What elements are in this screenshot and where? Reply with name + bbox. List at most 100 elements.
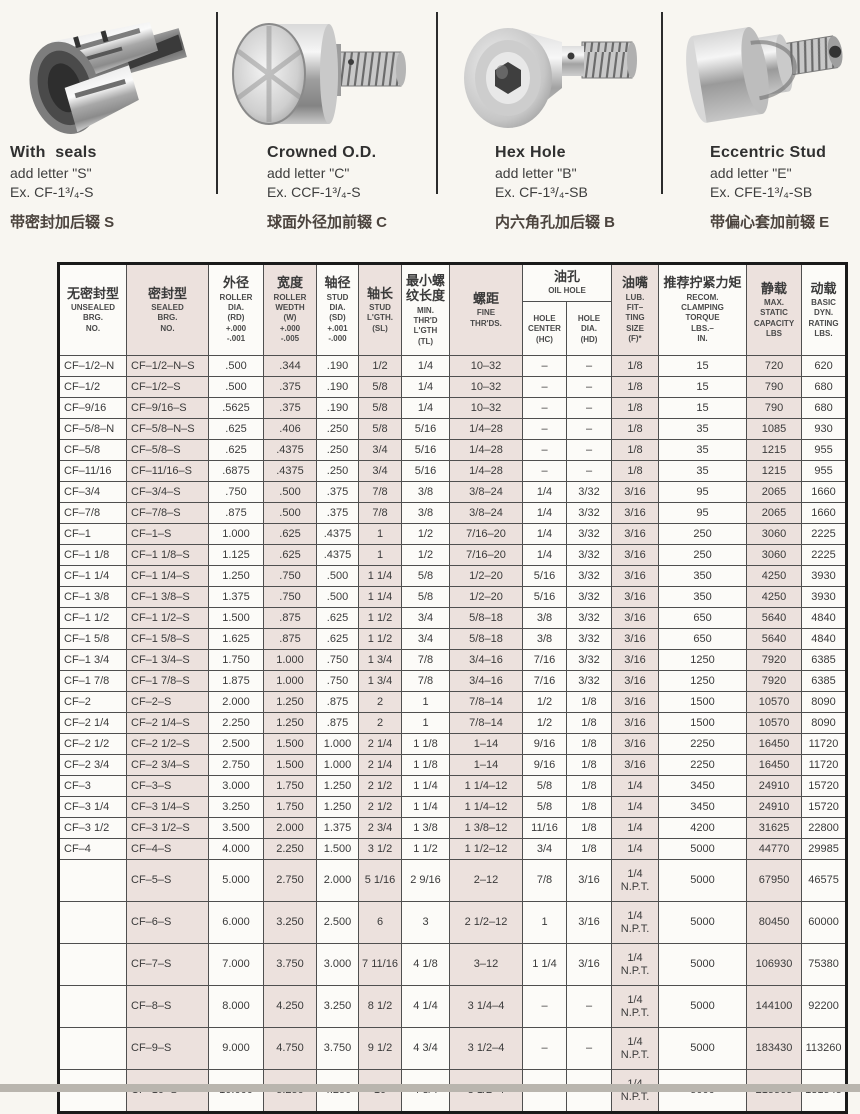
- table-cell: 5/16: [522, 586, 567, 608]
- table-cell: 16450: [746, 754, 803, 776]
- table-cell: .4375: [263, 460, 317, 482]
- table-cell: .875: [316, 712, 359, 734]
- table-cell: CF–8–S: [126, 985, 209, 1028]
- table-cell: CF–1 1/4: [58, 565, 127, 587]
- table-cell: 6: [358, 901, 402, 944]
- table-cell: 7920: [746, 649, 803, 671]
- table-row: CF–6–S 6.000 3.250 2.500 6 3 2 1/2–12 1 3/16 1/4 …: [58, 901, 848, 944]
- table-cell: 7/8: [522, 859, 567, 902]
- table-cell: 1/8: [565, 733, 613, 755]
- table-cell: .6875: [208, 460, 264, 482]
- table-cell: –: [565, 418, 613, 440]
- table-cell: 5640: [746, 628, 803, 650]
- table-cell: 4250: [746, 586, 803, 608]
- table-cell: CF–3: [58, 775, 127, 797]
- table-cell: .750: [263, 565, 317, 587]
- table-cell: 3/4: [358, 439, 402, 461]
- table-cell: 3/16: [611, 502, 660, 524]
- table-cell: –: [522, 397, 567, 419]
- table-cell: 3/8: [401, 502, 450, 524]
- table-cell: 4.750: [263, 1027, 317, 1070]
- table-cell: .344: [263, 355, 317, 377]
- table-cell: 2250: [658, 733, 748, 755]
- table-cell: 24910: [746, 775, 803, 797]
- table-cell: .750: [316, 670, 359, 692]
- table-cell: 2.250: [263, 838, 317, 860]
- table-cell: 4840: [801, 607, 848, 629]
- table-cell: 6385: [801, 649, 848, 671]
- table-cell: 1/8: [565, 817, 613, 839]
- table-cell: 1/4 N.P.T.: [611, 901, 660, 944]
- table-cell: 11720: [801, 754, 848, 776]
- table-cell: .250: [316, 460, 359, 482]
- table-cell: CF–11/16: [58, 460, 127, 482]
- table-cell: 9/16: [522, 754, 567, 776]
- table-cell: 3.250: [316, 985, 359, 1028]
- table-cell: .625: [208, 439, 264, 461]
- column-header: 推荐拧紧力矩 RECOM. CLAMPING TORQUE LBS.– IN.: [658, 263, 748, 356]
- table-cell: 4 1/8: [401, 943, 450, 986]
- product-example: Ex. CFE-1³/₄-SB: [710, 184, 813, 200]
- table-cell: 1/2–20: [449, 565, 523, 587]
- table-cell: .4375: [316, 523, 359, 545]
- table-cell: 3060: [746, 544, 803, 566]
- table-cell: 3/16: [611, 586, 660, 608]
- table-cell: 1: [522, 901, 567, 944]
- table-cell: 2065: [746, 481, 803, 503]
- table-row: CF–1/2 CF–1/2–S .500.375.190 5/8 1/4 10–32– –1…: [58, 376, 848, 398]
- table-cell: 5/8–18: [449, 607, 523, 629]
- table-cell: 2 9/16: [401, 859, 450, 902]
- table-row: CF–1 1/4 CF–1 1/4–S 1.250.750.500 1 1/4 5/8 1…: [58, 565, 848, 587]
- table-cell: 10–32: [449, 397, 523, 419]
- table-cell: 113260: [801, 1027, 848, 1070]
- table-cell: 3/16: [611, 733, 660, 755]
- table-cell: 3/32: [565, 586, 613, 608]
- table-cell: 1.000: [263, 670, 317, 692]
- table-cell: 3450: [658, 775, 748, 797]
- table-cell: 10–32: [449, 355, 523, 377]
- table-row: CF–9/16 CF–9/16–S .5625.375.190 5/8 1/4 10–32…: [58, 397, 848, 419]
- table-cell: 2 1/4: [358, 754, 402, 776]
- product-name: With seals: [10, 144, 97, 161]
- table-cell: 2225: [801, 544, 848, 566]
- table-cell: 1/4 N.P.T.: [611, 1027, 660, 1070]
- table-cell: CF–1 3/8: [58, 586, 127, 608]
- product-image-with-seals: [29, 21, 187, 134]
- table-row: CF–2 CF–2–S 2.000 1.250.875 2 1 7/8–14 1/2 1/8 3/…: [58, 691, 848, 713]
- table-cell: .375: [316, 481, 359, 503]
- table-cell: 5/8: [401, 586, 450, 608]
- section-divider: [216, 12, 218, 194]
- table-cell: 1660: [801, 481, 848, 503]
- table-cell: 15720: [801, 775, 848, 797]
- table-cell: 5/16: [401, 418, 450, 440]
- table-cell: 7.000: [208, 943, 264, 986]
- table-row: CF–5–S 5.000 2.750 2.000 5 1/16 2 9/16 2–12 7/8…: [58, 859, 848, 902]
- table-cell: 1 1/4: [401, 796, 450, 818]
- table-cell: 7/8: [401, 670, 450, 692]
- column-header: 密封型 SEALED BRG. NO.: [126, 263, 209, 356]
- table-cell: 5000: [658, 985, 748, 1028]
- table-cell: 1/8: [565, 754, 613, 776]
- table-cell: .375: [263, 376, 317, 398]
- table-cell: 10570: [746, 691, 803, 713]
- table-cell: 1 3/4: [358, 670, 402, 692]
- table-cell: 3/16: [565, 859, 613, 902]
- product-example: Ex. CCF-1³/₄-S: [267, 184, 361, 200]
- table-cell: CF–5/8–N–S: [126, 418, 209, 440]
- table-cell: 3/8: [522, 628, 567, 650]
- table-cell: CF–1/2: [58, 376, 127, 398]
- product-variants-section: With seals add letter "S" Ex. CF-1³/₄-S …: [0, 0, 860, 258]
- table-cell: 60000: [801, 901, 848, 944]
- table-cell: 1.875: [208, 670, 264, 692]
- table-cell: 3.000: [316, 943, 359, 986]
- column-header: 无密封型 UNSEALED BRG. NO.: [58, 263, 127, 356]
- table-cell: 1 1/4: [401, 775, 450, 797]
- table-cell: 1/4–28: [449, 460, 523, 482]
- table-cell: 1.125: [208, 544, 264, 566]
- table-cell: 250: [658, 544, 748, 566]
- table-row: CF–1/2–N CF–1/2–N–S .500.344.190 1/2 1/4 10–3…: [58, 355, 848, 377]
- table-cell: –: [565, 460, 613, 482]
- table-cell: CF–7–S: [126, 943, 209, 986]
- table-cell: 7/8–14: [449, 712, 523, 734]
- table-cell: 1/4: [522, 544, 567, 566]
